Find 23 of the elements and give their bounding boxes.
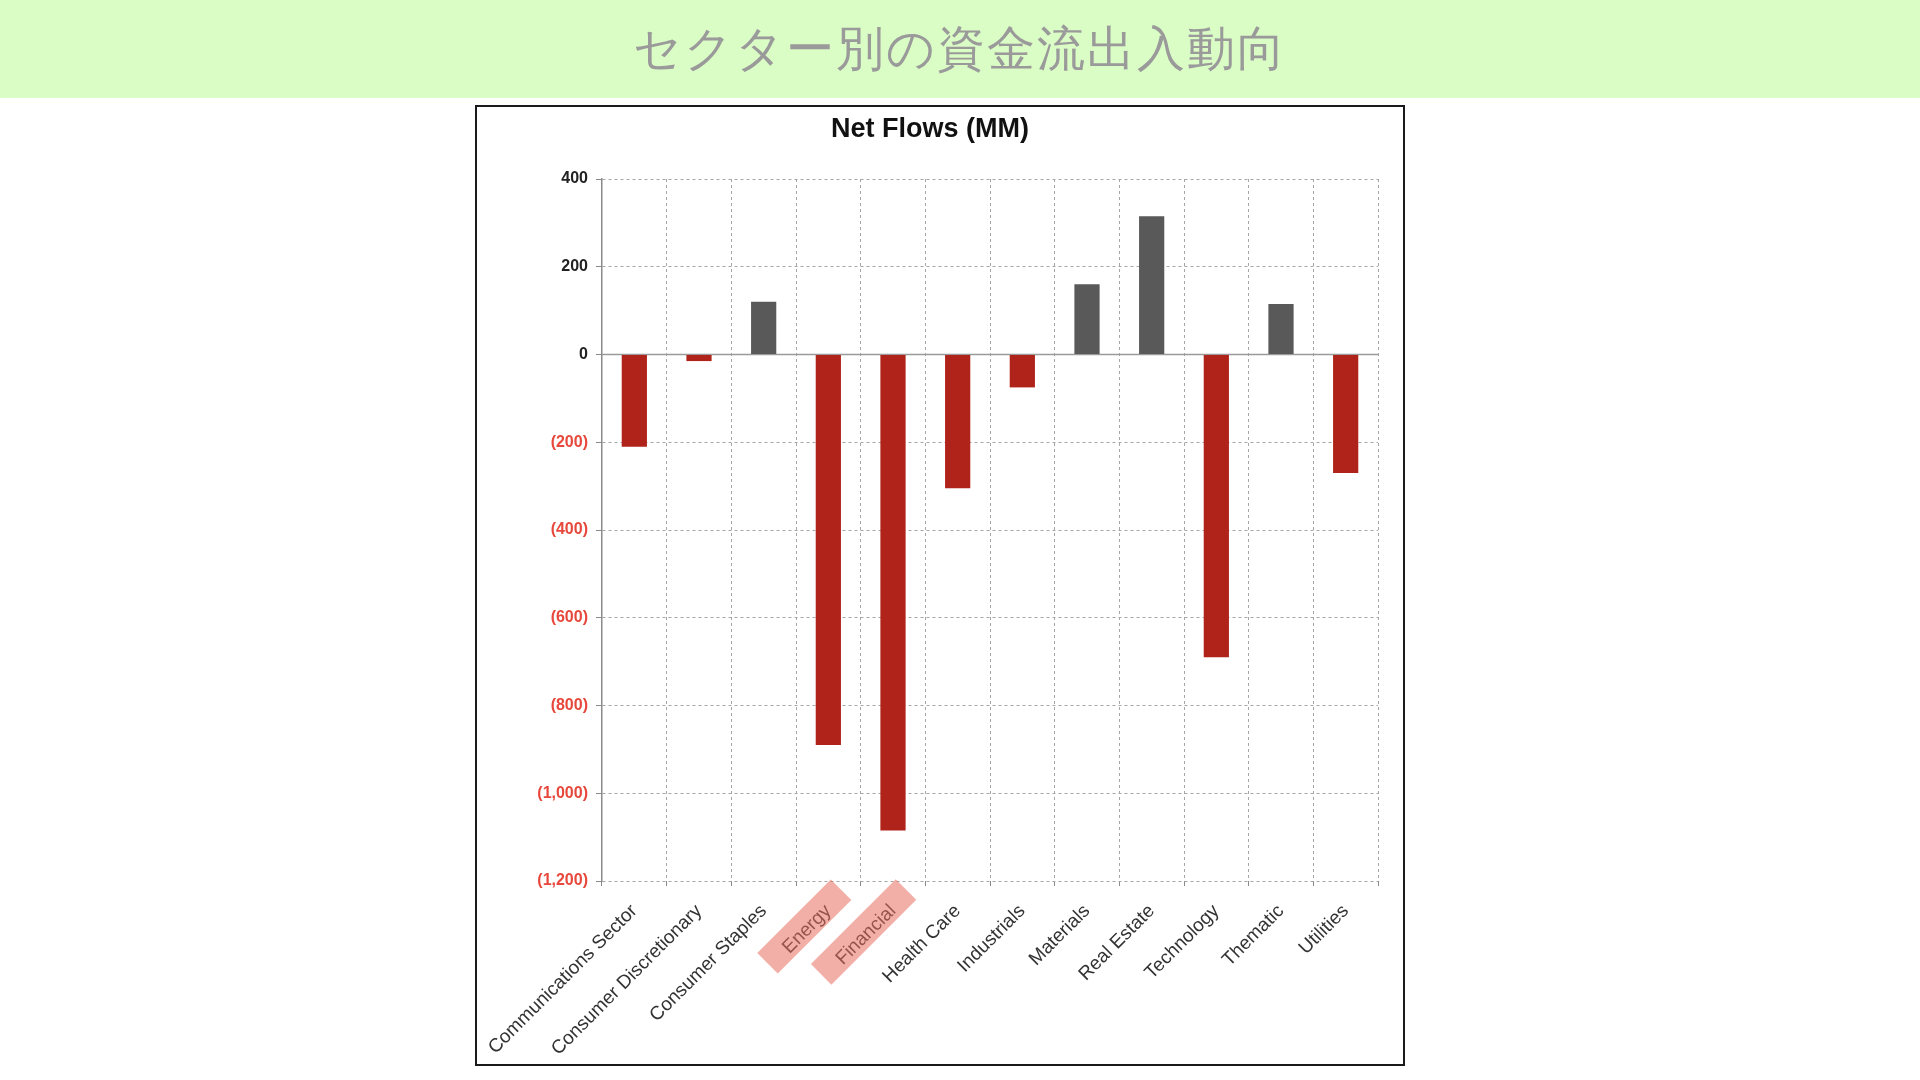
bar [751,301,777,354]
y-tick-label: (600) [550,608,588,626]
y-tick-label: 200 [561,257,589,275]
y-tick-label: (1,200) [537,871,588,889]
y-tick-label: (800) [550,695,588,713]
bar [686,355,712,362]
chart-title: セクター別の資金流出入動向 [633,19,1287,78]
y-tick-label: (400) [550,520,588,538]
bar [1139,216,1165,354]
bar [1268,304,1294,354]
chart-subtitle: Net Flows (MM) [830,113,1030,144]
y-tick-label: 400 [561,169,589,187]
bar [1333,355,1359,473]
bar [945,355,971,489]
y-tick-label: (200) [550,432,588,450]
bar [1203,355,1229,658]
bar [621,355,647,447]
bar [1074,284,1100,354]
y-tick-label: 0 [579,344,589,362]
bar [1009,355,1035,388]
y-tick-label: (1,000) [537,783,588,801]
bar [880,355,906,831]
bar [815,355,841,745]
